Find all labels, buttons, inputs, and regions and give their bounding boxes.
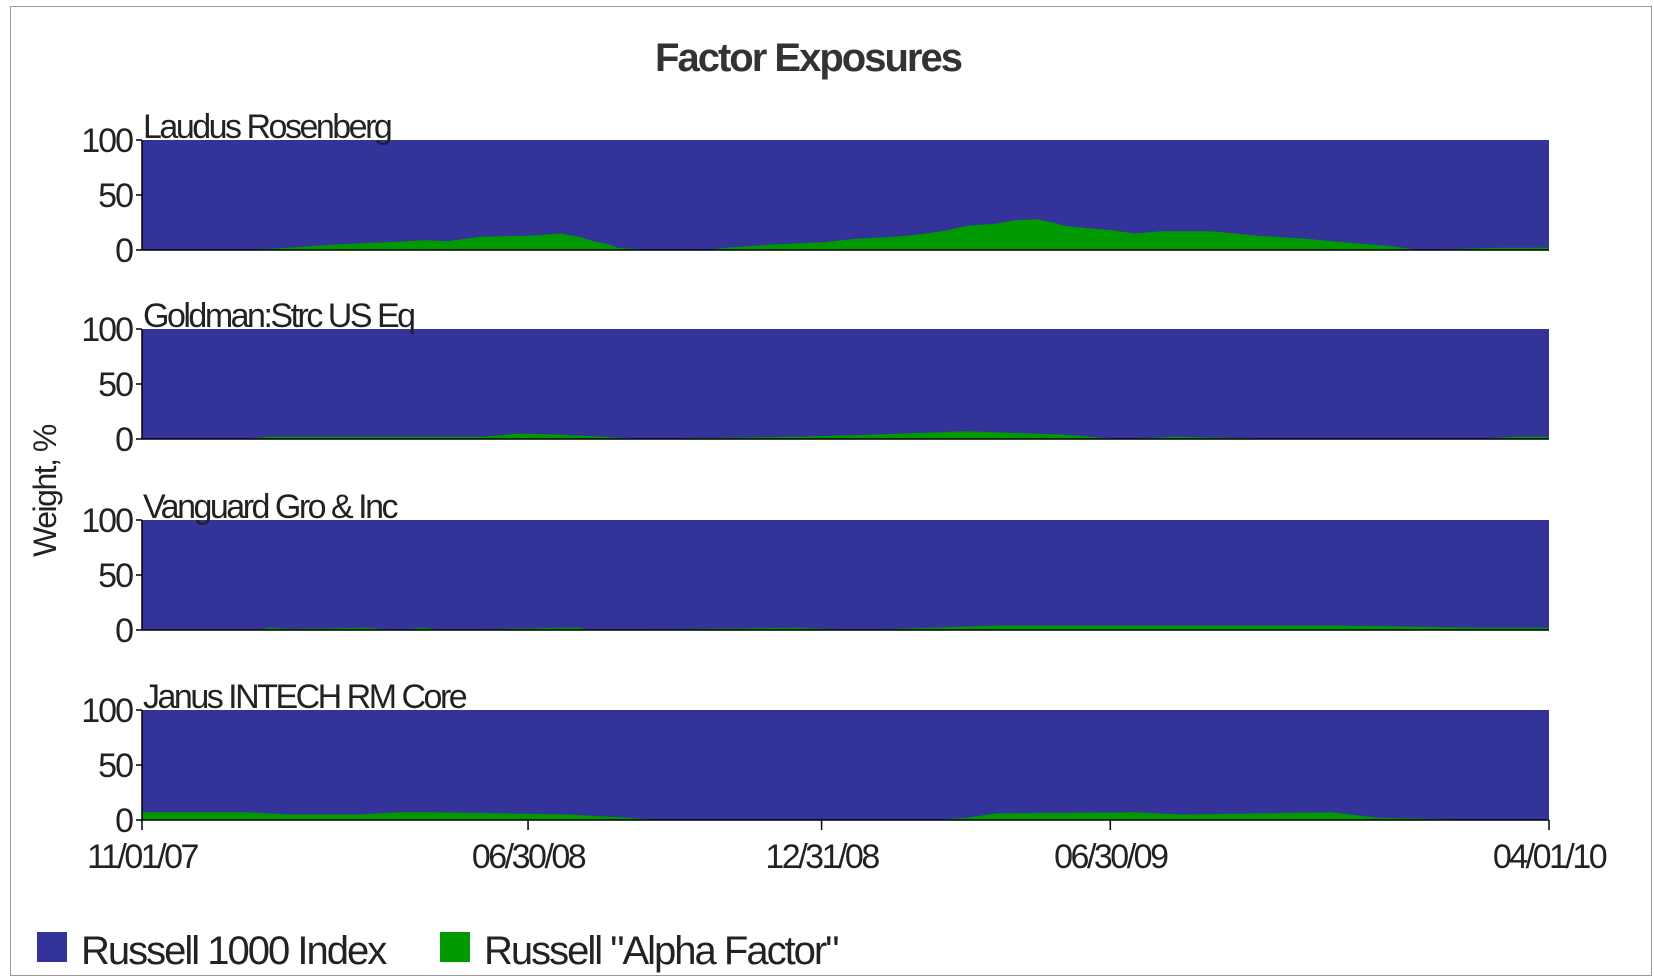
chart-title: Factor Exposures [655, 36, 962, 80]
y-tick-label: 50 [98, 747, 133, 785]
panel-label: Goldman:Strc US Eq [143, 297, 414, 335]
y-tick-label: 50 [98, 557, 133, 595]
y-tick-label: 0 [115, 612, 133, 650]
series-alpha-factor-area [142, 219, 1549, 250]
series-alpha-factor-area [142, 431, 1549, 439]
y-tick-label: 100 [81, 122, 133, 160]
x-tick-label: 04/01/10 [1493, 838, 1607, 876]
x-tick-label: 12/31/08 [765, 838, 879, 876]
x-tick-label: 06/30/09 [1054, 838, 1168, 876]
y-tick-label: 0 [115, 802, 133, 840]
series-russell-1000-area [142, 520, 1549, 630]
legend-swatch [440, 932, 470, 962]
legend: Russell 1000 Index Russell "Alpha Factor" [37, 929, 840, 973]
legend-label: Russell "Alpha Factor" [484, 929, 838, 973]
y-tick-label: 0 [115, 232, 133, 270]
y-tick-label: 100 [81, 692, 133, 730]
series-russell-1000-area [142, 140, 1549, 250]
x-tick-label: 11/01/07 [87, 838, 198, 876]
panel-1: 0 50 100 Laudus Rosenberg [81, 108, 1549, 270]
y-axis-label: Weight, % [27, 424, 63, 557]
y-tick-label: 100 [81, 502, 133, 540]
chart-frame [10, 6, 1652, 976]
y-tick-label: 50 [98, 177, 133, 215]
panel-label: Janus INTECH RM Core [143, 678, 467, 716]
panel-label: Vanguard Gro & Inc [143, 488, 398, 526]
series-alpha-factor-area [142, 812, 1549, 820]
panel-3: 0 50 100 Vanguard Gro & Inc [81, 488, 1549, 650]
series-alpha-factor-area [142, 625, 1549, 630]
panels-group: 0 50 100 Laudus Rosenberg 0 50 100 Goldman:Strc… [81, 108, 1549, 840]
panel-2: 0 50 100 Goldman:Strc US Eq [81, 297, 1549, 459]
y-tick-label: 50 [98, 366, 133, 404]
panel-label: Laudus Rosenberg [143, 108, 391, 146]
series-russell-1000-area [142, 329, 1549, 439]
x-axis: 11/01/07 06/30/08 12/31/08 06/30/09 04/01/10 [87, 820, 1609, 876]
legend-swatch [37, 932, 67, 962]
legend-label: Russell 1000 Index [81, 929, 387, 973]
y-tick-label: 100 [81, 311, 133, 349]
y-tick-label: 0 [115, 421, 133, 459]
series-russell-1000-area [142, 710, 1549, 820]
x-tick-label: 06/30/08 [472, 838, 586, 876]
panel-4: 0 50 100 Janus INTECH RM Core [81, 678, 1549, 840]
